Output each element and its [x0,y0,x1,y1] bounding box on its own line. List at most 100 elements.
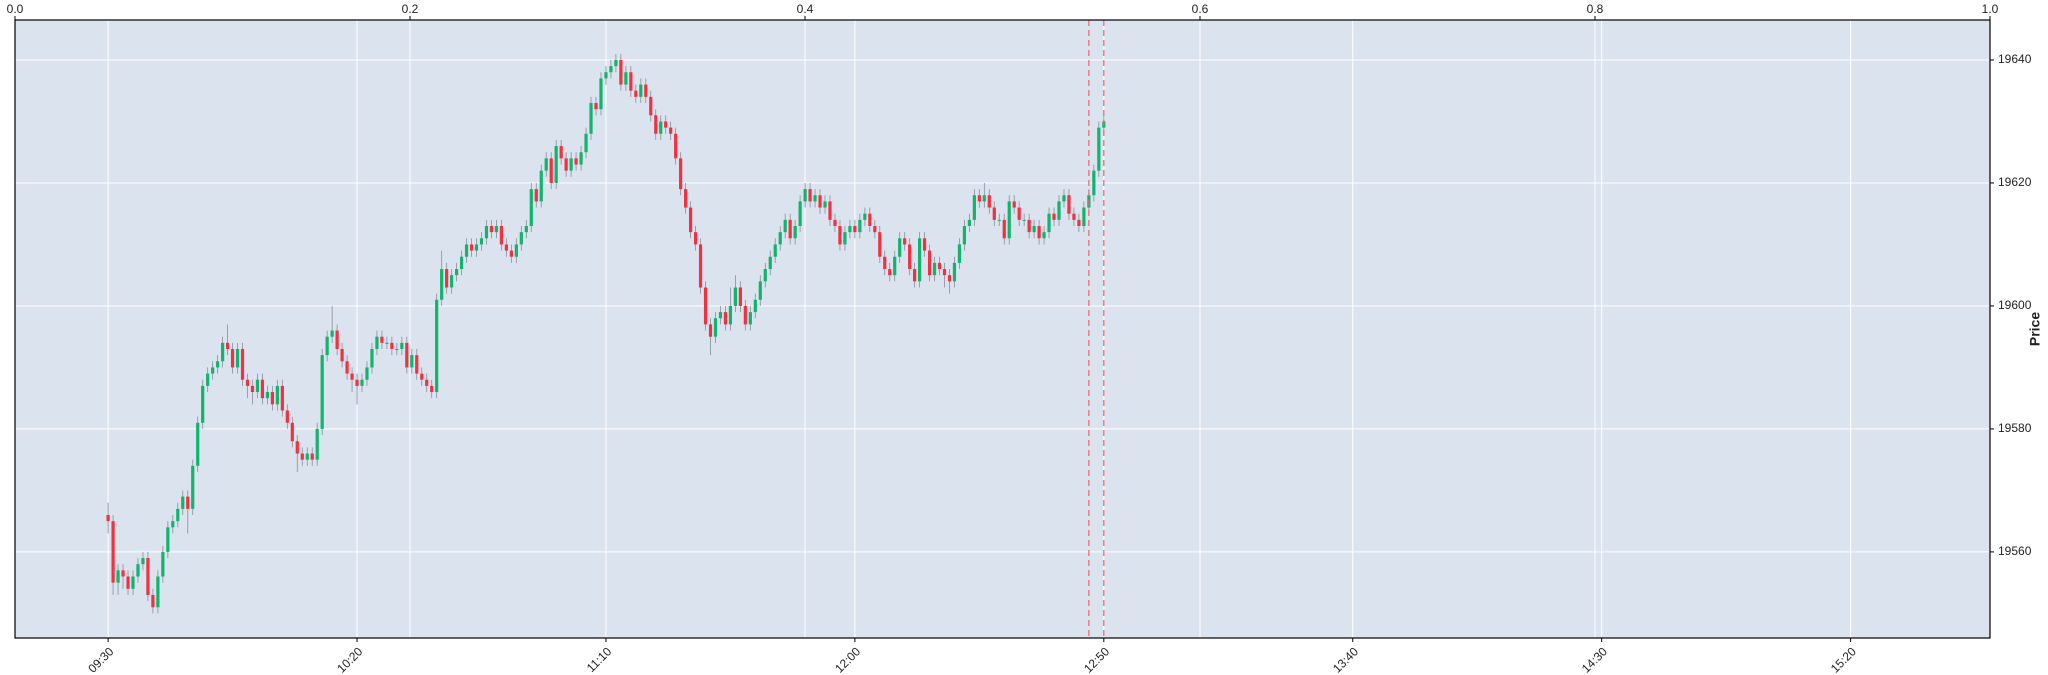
candle-body [285,410,289,423]
candle-body [380,336,384,343]
candle-body [514,244,518,257]
candle-body [873,226,877,233]
candle-body [186,496,190,509]
candle-body [763,269,767,282]
x-tick-label: 10:20 [334,644,365,675]
x2-tick-label: 0.6 [1192,2,1209,16]
x-tick-label: 14:30 [1579,644,1610,675]
candle-body [1002,219,1006,239]
candle-body [425,379,429,386]
candle-body [898,238,902,257]
candle-body [345,361,349,374]
candle-body [365,367,369,380]
candle-body [405,342,409,368]
candle-body [360,379,364,386]
candle-body [464,244,469,257]
candle-body [131,576,135,589]
y-tick-label: 19600 [1998,298,2032,312]
candle-body [126,576,130,589]
y-tick-label: 19640 [1998,52,2032,66]
candle-body [524,226,528,233]
y-tick-label: 19580 [1998,421,2032,435]
candle-body [216,361,220,368]
candle-body [146,558,150,595]
candle-body [654,115,658,134]
candle-body [803,189,807,202]
candle-body [161,551,165,577]
candle-body [430,385,434,393]
candle-body [733,287,737,306]
candle-body [435,299,439,393]
candle-body [554,146,558,183]
candle-body [474,244,479,251]
candle-body [823,201,827,208]
candle-body [504,244,508,251]
candle-body [240,348,245,380]
x2-tick-label: 0.0 [7,2,24,16]
candle-body [454,269,459,276]
candle-body [679,158,683,190]
candle-body [559,146,563,159]
candle-body [121,570,125,577]
candle-body [833,219,837,226]
candle-body [693,232,698,245]
candle-body [913,269,917,282]
candle-body [111,521,115,583]
candle-body [400,342,404,349]
candle-body [325,336,329,356]
candle-body [838,226,842,245]
candle-body [196,422,200,466]
candle-body [484,226,489,239]
candle-body [957,244,962,263]
candle-body [853,226,857,233]
candle-body [843,232,847,245]
candle-body [1072,213,1076,220]
candle-body [967,219,971,226]
candle-body [564,158,568,171]
candle-body [848,226,852,233]
candle-body [375,336,379,349]
candle-body [723,312,728,325]
candle-body [674,133,678,159]
x-tick-label: 15:20 [1828,644,1859,675]
candle-body [1067,195,1071,214]
candle-body [534,189,538,202]
candle-body [181,496,185,509]
candle-body [574,158,578,165]
candle-body [893,256,897,276]
candle-body [793,226,797,239]
candle-body [579,152,583,165]
candle-body [972,195,976,220]
candle-body [1012,201,1016,208]
candle-body [176,508,180,522]
candle-body [275,385,279,405]
candle-body [489,226,494,233]
candle-body [290,422,294,442]
candle-body [908,244,912,270]
candle-body [320,355,324,429]
candle-body [529,189,533,226]
candle-body [888,269,892,276]
candle-body [783,219,787,233]
candle-body [778,232,782,245]
candle-body [265,392,270,399]
candle-body [883,256,887,270]
candle-body [932,262,937,276]
candle-body [808,189,812,202]
candle-body [788,219,792,239]
candle-body [260,379,265,399]
candle-body [350,373,354,380]
x2-tick-label: 0.4 [797,2,814,16]
x-tick-label: 12:00 [832,644,863,675]
candle-body [300,453,304,460]
x-tick-label: 12:50 [1081,644,1112,675]
x-tick-label: 13:40 [1330,644,1361,675]
candle-body [878,232,882,257]
x2-tick-label: 1.0 [1982,2,1999,16]
candle-body [1077,219,1081,226]
candle-body [863,213,867,220]
candle-body [634,90,638,97]
x-tick-label: 11:10 [584,644,615,675]
candle-body [106,515,110,522]
